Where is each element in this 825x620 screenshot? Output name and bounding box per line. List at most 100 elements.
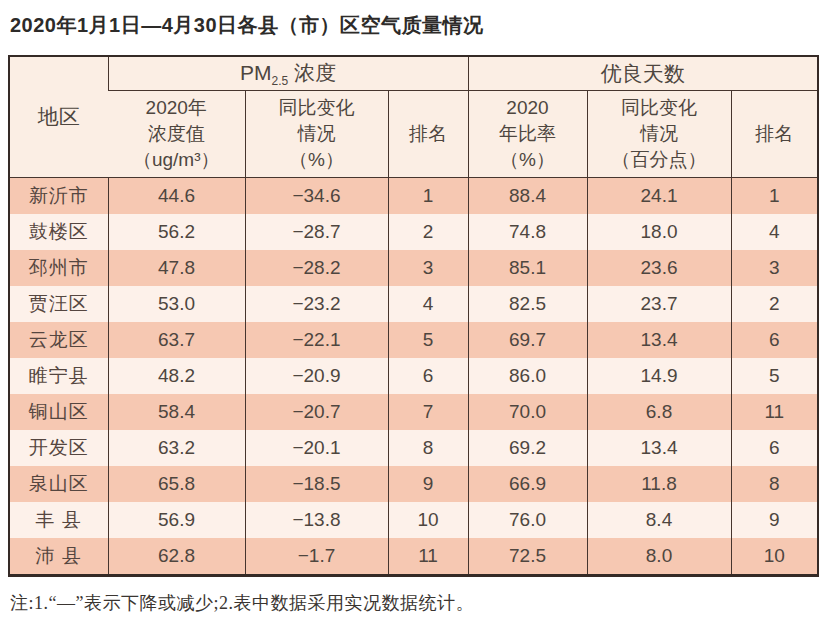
good-change-cell: 8.0 xyxy=(587,538,731,576)
pm25-change-cell: −23.2 xyxy=(245,286,388,322)
good-change-cell: 23.6 xyxy=(587,250,731,286)
air-quality-table: 地区 PM2.5 浓度 优良天数 2020年 浓度值 （ug/m³） 同比变化 … xyxy=(8,55,819,577)
good-rank-cell: 1 xyxy=(731,178,818,215)
region-cell: 睢宁县 xyxy=(9,358,108,394)
pm25-change-cell: −1.7 xyxy=(245,538,388,576)
good-change-cell: 8.4 xyxy=(587,502,731,538)
good-change-cell: 23.7 xyxy=(587,286,731,322)
good-rank-cell: 9 xyxy=(731,502,818,538)
table-row: 开发区 63.2 −20.1 8 69.2 13.4 6 xyxy=(9,430,818,466)
good-change-cell: 6.8 xyxy=(587,394,731,430)
pm25-value-cell: 58.4 xyxy=(108,394,245,430)
pm25-rank-cell: 9 xyxy=(388,466,468,502)
pm25-change-cell: −28.7 xyxy=(245,214,388,250)
pm25-value-cell: 63.7 xyxy=(108,322,245,358)
good-rate-cell: 69.7 xyxy=(468,322,587,358)
pm25-change-cell: −34.6 xyxy=(245,178,388,215)
table-row: 鼓楼区 56.2 −28.7 2 74.8 18.0 4 xyxy=(9,214,818,250)
pm25-change-cell: −28.2 xyxy=(245,250,388,286)
pm25-change-cell: −20.7 xyxy=(245,394,388,430)
pm25-rank-cell: 5 xyxy=(388,322,468,358)
good-rate-cell: 86.0 xyxy=(468,358,587,394)
good-rank-cell: 11 xyxy=(731,394,818,430)
good-rate-cell: 85.1 xyxy=(468,250,587,286)
good-rate-cell: 69.2 xyxy=(468,430,587,466)
pm25-value-cell: 44.6 xyxy=(108,178,245,215)
pm25-rank-cell: 11 xyxy=(388,538,468,576)
footnote: 注:1.“—”表示下降或减少;2.表中数据采用实况数据统计。 xyxy=(10,591,817,615)
pm25-value-cell: 56.9 xyxy=(108,502,245,538)
region-cell: 贾汪区 xyxy=(9,286,108,322)
pm25-label-prefix: PM xyxy=(240,61,272,84)
good-rate-cell: 74.8 xyxy=(468,214,587,250)
pm25-rank-cell: 7 xyxy=(388,394,468,430)
good-rank-cell: 10 xyxy=(731,538,818,576)
page: 2020年1月1日—4月30日各县（市）区空气质量情况 地区 PM2.5 浓度 … xyxy=(0,0,825,620)
pm25-change-cell: −20.1 xyxy=(245,430,388,466)
table-row: 贾汪区 53.0 −23.2 4 82.5 23.7 2 xyxy=(9,286,818,322)
pm25-change-cell: −22.1 xyxy=(245,322,388,358)
pm25-group-header: PM2.5 浓度 xyxy=(108,56,468,91)
pm25-change-header: 同比变化 情况 （%） xyxy=(245,91,388,178)
good-rate-header: 2020 年比率 （%） xyxy=(468,91,587,178)
region-cell: 新沂市 xyxy=(9,178,108,215)
good-change-cell: 14.9 xyxy=(587,358,731,394)
good-rank-cell: 8 xyxy=(731,466,818,502)
pm25-value-cell: 48.2 xyxy=(108,358,245,394)
good-days-group-header: 优良天数 xyxy=(468,56,818,91)
good-change-header: 同比变化 情况 （百分点） xyxy=(587,91,731,178)
good-change-cell: 18.0 xyxy=(587,214,731,250)
good-change-cell: 24.1 xyxy=(587,178,731,215)
good-change-cell: 11.8 xyxy=(587,466,731,502)
table-row: 新沂市 44.6 −34.6 1 88.4 24.1 1 xyxy=(9,178,818,215)
pm25-rank-cell: 8 xyxy=(388,430,468,466)
table-row: 丰 县 56.9 −13.8 10 76.0 8.4 9 xyxy=(9,502,818,538)
pm25-rank-cell: 2 xyxy=(388,214,468,250)
pm25-change-cell: −20.9 xyxy=(245,358,388,394)
pm25-rank-cell: 3 xyxy=(388,250,468,286)
pm25-label-subscript: 2.5 xyxy=(271,74,288,88)
region-cell: 沛 县 xyxy=(9,538,108,576)
region-header-cell: 地区 xyxy=(9,56,108,178)
good-rank-cell: 5 xyxy=(731,358,818,394)
good-rate-cell: 72.5 xyxy=(468,538,587,576)
pm25-value-cell: 56.2 xyxy=(108,214,245,250)
region-cell: 鼓楼区 xyxy=(9,214,108,250)
pm25-value-header: 2020年 浓度值 （ug/m³） xyxy=(108,91,245,178)
good-rank-cell: 2 xyxy=(731,286,818,322)
header-group-row: 地区 PM2.5 浓度 优良天数 xyxy=(9,56,818,91)
pm25-label-suffix: 浓度 xyxy=(288,61,336,84)
pm25-rank-header: 排名 xyxy=(388,91,468,178)
region-cell: 邳州市 xyxy=(9,250,108,286)
region-cell: 云龙区 xyxy=(9,322,108,358)
good-rate-cell: 88.4 xyxy=(468,178,587,215)
table-row: 沛 县 62.8 −1.7 11 72.5 8.0 10 xyxy=(9,538,818,576)
pm25-change-cell: −18.5 xyxy=(245,466,388,502)
region-cell: 铜山区 xyxy=(9,394,108,430)
table-row: 邳州市 47.8 −28.2 3 85.1 23.6 3 xyxy=(9,250,818,286)
region-cell: 泉山区 xyxy=(9,466,108,502)
good-rank-header: 排名 xyxy=(731,91,818,178)
page-title: 2020年1月1日—4月30日各县（市）区空气质量情况 xyxy=(10,12,817,38)
pm25-value-cell: 65.8 xyxy=(108,466,245,502)
table-row: 睢宁县 48.2 −20.9 6 86.0 14.9 5 xyxy=(9,358,818,394)
good-rate-cell: 66.9 xyxy=(468,466,587,502)
good-rate-cell: 76.0 xyxy=(468,502,587,538)
region-cell: 丰 县 xyxy=(9,502,108,538)
pm25-rank-cell: 1 xyxy=(388,178,468,215)
table-row: 铜山区 58.4 −20.7 7 70.0 6.8 11 xyxy=(9,394,818,430)
pm25-rank-cell: 6 xyxy=(388,358,468,394)
good-change-cell: 13.4 xyxy=(587,430,731,466)
pm25-value-cell: 63.2 xyxy=(108,430,245,466)
good-rate-cell: 82.5 xyxy=(468,286,587,322)
header-sub-row: 2020年 浓度值 （ug/m³） 同比变化 情况 （%） 排名 2020 年比… xyxy=(9,91,818,178)
good-rate-cell: 70.0 xyxy=(468,394,587,430)
region-cell: 开发区 xyxy=(9,430,108,466)
good-rank-cell: 6 xyxy=(731,430,818,466)
table-row: 云龙区 63.7 −22.1 5 69.7 13.4 6 xyxy=(9,322,818,358)
table-row: 泉山区 65.8 −18.5 9 66.9 11.8 8 xyxy=(9,466,818,502)
pm25-rank-cell: 4 xyxy=(388,286,468,322)
good-rank-cell: 4 xyxy=(731,214,818,250)
pm25-value-cell: 53.0 xyxy=(108,286,245,322)
good-rank-cell: 6 xyxy=(731,322,818,358)
